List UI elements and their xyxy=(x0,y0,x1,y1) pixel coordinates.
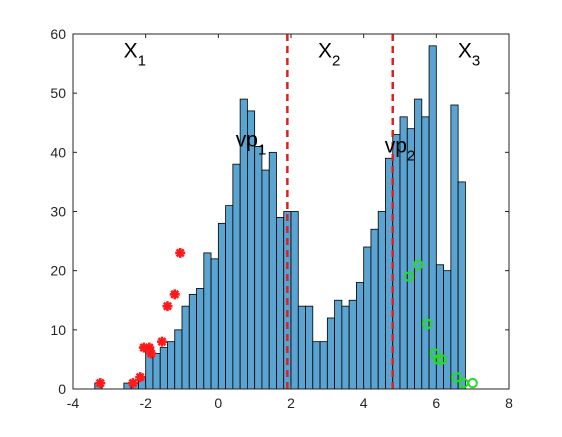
histogram-bar xyxy=(261,169,270,390)
y-tick-label: 0 xyxy=(58,381,66,397)
histogram-bar xyxy=(174,329,183,390)
histogram-bar xyxy=(210,258,219,390)
x-tick-label: -4 xyxy=(67,395,80,411)
histogram-bar xyxy=(268,151,277,390)
histogram-bar xyxy=(428,45,437,390)
star-marker xyxy=(157,336,168,347)
histogram-bar xyxy=(246,110,256,390)
histogram-bar xyxy=(232,163,241,390)
annotation-x3: X3 xyxy=(458,40,480,70)
y-tick-label: 60 xyxy=(50,26,66,42)
histogram-bar xyxy=(435,264,445,390)
x-tick-label: -2 xyxy=(139,395,152,411)
star-marker xyxy=(135,372,146,383)
histogram-bar xyxy=(414,98,423,390)
histogram-bar xyxy=(152,353,161,390)
star-marker xyxy=(95,378,106,389)
circle-marker xyxy=(422,318,433,330)
histogram-bar xyxy=(443,270,452,390)
star-marker xyxy=(175,247,186,258)
x-tick-label: 4 xyxy=(360,395,368,411)
histogram-bar xyxy=(450,104,459,390)
annotations: X1 X2 X3 vp1 vp2 xyxy=(124,40,481,165)
sample-markers xyxy=(95,247,478,389)
circle-marker xyxy=(432,354,444,365)
histogram-bar xyxy=(319,341,328,390)
y-tick-label: 30 xyxy=(50,204,66,220)
annotation-vp2: vp2 xyxy=(385,134,416,164)
histogram-bar xyxy=(254,146,263,390)
histogram-bar xyxy=(377,211,386,390)
histogram-bar xyxy=(341,305,350,390)
circle-marker xyxy=(412,259,424,270)
x-tick-label: 8 xyxy=(505,395,513,411)
y-tick-label: 50 xyxy=(50,85,66,101)
histogram-bar xyxy=(225,205,234,390)
histogram-bar xyxy=(203,252,212,390)
x-tick-label: 2 xyxy=(287,395,295,411)
circle-marker xyxy=(451,371,462,383)
histogram-bar xyxy=(363,246,372,390)
histogram-bar xyxy=(167,341,176,390)
circle-marker xyxy=(436,354,447,365)
annotation-vp1: vp1 xyxy=(236,128,267,158)
histogram-bars xyxy=(94,45,466,390)
histogram-bar xyxy=(355,282,365,390)
y-axis: 0 10 20 30 40 50 60 xyxy=(50,26,509,397)
histogram-bar xyxy=(217,222,226,390)
histogram-bar xyxy=(348,299,357,390)
histogram-bar xyxy=(312,341,321,390)
histogram-bar xyxy=(276,217,285,390)
y-tick-label: 10 xyxy=(50,322,66,338)
histogram-bar xyxy=(159,347,168,390)
histogram-bar xyxy=(326,317,336,390)
circle-marker xyxy=(467,377,478,389)
star-marker xyxy=(146,348,157,359)
histogram-bar xyxy=(406,128,415,390)
histogram-bar xyxy=(305,305,314,390)
annotation-x2: X2 xyxy=(318,40,340,70)
histogram-bar xyxy=(457,181,466,390)
y-tick-label: 40 xyxy=(50,144,66,160)
star-marker xyxy=(169,289,180,300)
star-marker xyxy=(162,301,173,312)
star-marker xyxy=(127,378,138,389)
circle-marker xyxy=(403,271,415,282)
x-axis: -4 -2 0 2 4 6 8 xyxy=(67,34,513,411)
histogram-bar xyxy=(297,305,306,390)
x-tick-label: 0 xyxy=(214,395,222,411)
histogram-bar xyxy=(188,293,197,390)
histogram-bar xyxy=(421,116,430,390)
annotation-x1: X1 xyxy=(124,40,146,70)
x-tick-label: 6 xyxy=(432,395,440,411)
histogram-bar xyxy=(181,305,190,390)
histogram-bar xyxy=(290,211,299,390)
histogram-bar xyxy=(196,288,205,390)
y-tick-label: 20 xyxy=(50,263,66,279)
histogram-bar xyxy=(334,299,343,390)
histogram-bar xyxy=(370,228,379,390)
